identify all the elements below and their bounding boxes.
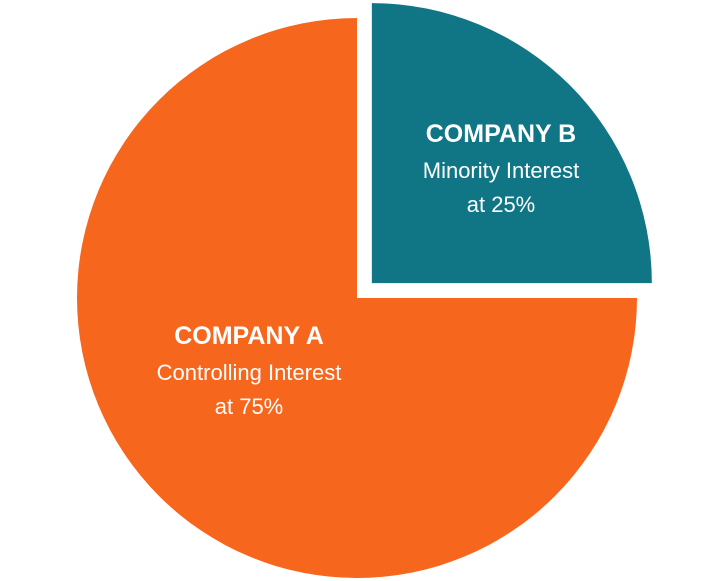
- pie-slices: [77, 3, 652, 578]
- slice-label-company-a: COMPANY A Controlling Interest at 75%: [157, 322, 342, 419]
- slice-description: Minority Interest: [423, 158, 580, 183]
- slice-description: Controlling Interest: [157, 360, 342, 385]
- slice-label-company-b: COMPANY B Minority Interest at 25%: [423, 120, 580, 217]
- slice-value-label: at 25%: [467, 192, 536, 217]
- pie-slice-company-a: [77, 18, 637, 578]
- pie-labels: COMPANY B Minority Interest at 25%COMPANY …: [157, 120, 580, 419]
- pie-slice-company-b: [371, 3, 652, 284]
- slice-value-label: at 75%: [215, 394, 284, 419]
- slice-name: COMPANY A: [174, 322, 324, 350]
- slice-name: COMPANY B: [426, 120, 576, 148]
